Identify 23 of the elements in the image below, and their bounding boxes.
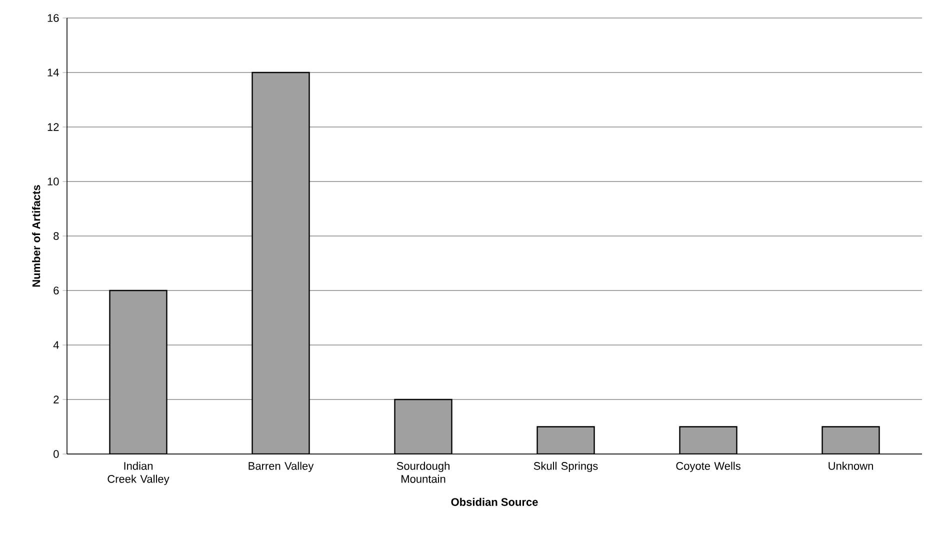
bar (822, 426, 880, 454)
bar (252, 72, 310, 454)
x-tick-label: Barren Valley (248, 462, 314, 472)
y-tick-label: 12 (48, 123, 59, 131)
x-axis-title: Obsidian Source (451, 498, 538, 506)
y-tick-label: 6 (54, 286, 59, 294)
y-tick-label: 14 (48, 68, 59, 76)
y-axis-title: Number of Artifacts (32, 185, 40, 287)
x-tick-label: Coyote Wells (676, 462, 740, 472)
x-tick-label: Skull Springs (534, 462, 598, 472)
bar (679, 426, 738, 454)
bar (109, 290, 168, 454)
y-tick-label: 4 (53, 341, 59, 349)
x-tick-label: Unknown (828, 462, 873, 470)
y-tick-label: 10 (48, 178, 59, 186)
bar (394, 398, 452, 454)
y-tick-label: 0 (54, 450, 59, 458)
y-tick-label: 16 (48, 14, 59, 22)
y-tick-label: 8 (54, 232, 59, 240)
y-tick-label: 2 (54, 396, 59, 404)
bar (536, 426, 595, 454)
x-tick-label: Sourdough Mountain (396, 462, 450, 483)
x-tick-label: Indian Creek Valley (108, 462, 170, 486)
